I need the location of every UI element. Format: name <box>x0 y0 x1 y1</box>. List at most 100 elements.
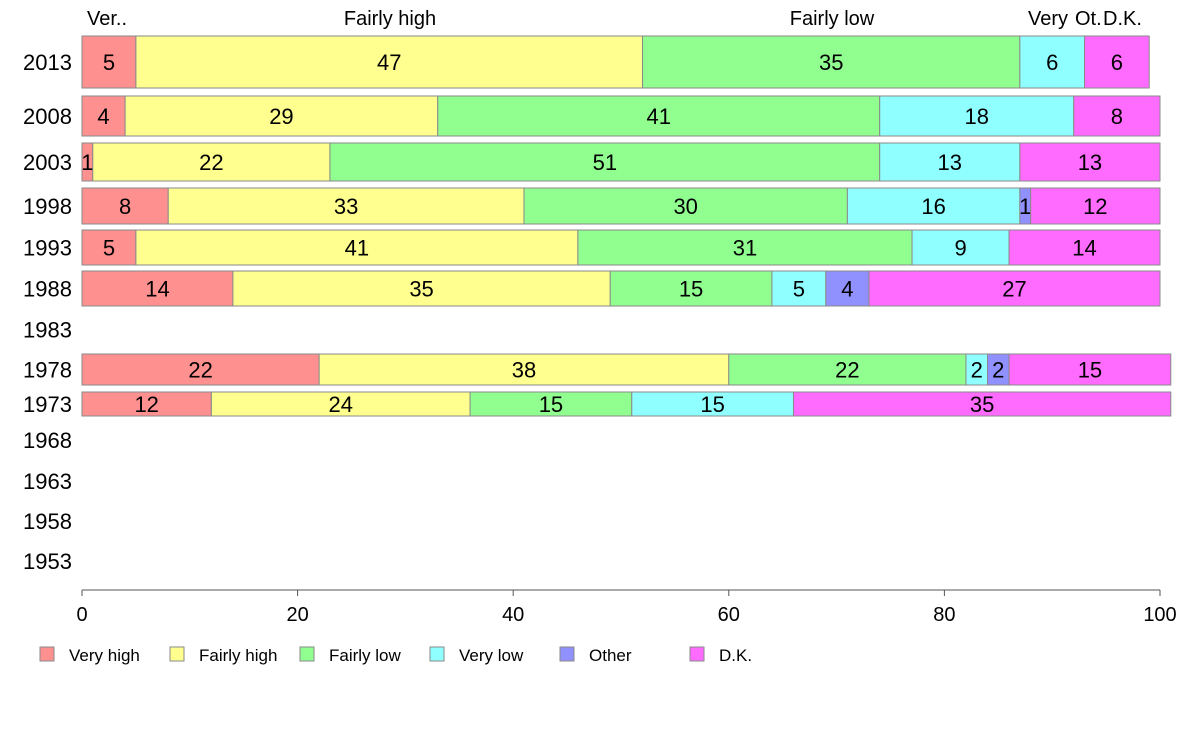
legend-label: D.K. <box>719 646 752 665</box>
legend-item: Very high <box>39 646 140 665</box>
data-label: 2 <box>971 358 983 383</box>
x-tick-label: 40 <box>502 604 524 626</box>
bar-segment <box>81 187 169 225</box>
data-label: 13 <box>938 150 962 175</box>
legend-swatch <box>39 646 55 662</box>
x-tick-label: 60 <box>718 604 740 626</box>
legend-label: Fairly low <box>329 646 402 665</box>
bar-segment <box>1019 142 1161 182</box>
bar-segment <box>728 353 967 386</box>
data-label: 38 <box>512 358 536 383</box>
y-tick-label: 1978 <box>23 358 72 383</box>
top-label: Fairly low <box>790 8 875 30</box>
y-tick-label: 2013 <box>23 50 72 75</box>
bar-segment <box>577 229 913 266</box>
bar-segment <box>1084 35 1150 89</box>
data-label: 8 <box>1111 104 1123 129</box>
data-label: 5 <box>103 236 115 261</box>
y-tick-label: 1958 <box>23 509 72 534</box>
bar-segment <box>846 187 1021 225</box>
bar-segment <box>81 95 126 137</box>
bar-segment <box>825 270 870 307</box>
data-label: 13 <box>1078 150 1102 175</box>
bars: 5 47 35 6 64 29 41 18 81 22 51 13 138 33 30 16 1 125 41 31 9… <box>81 35 1172 417</box>
top-label: Ot. <box>1075 8 1102 30</box>
legend-label: Very low <box>459 646 524 665</box>
data-label: 31 <box>733 236 757 261</box>
bar-segment <box>92 142 331 182</box>
bar-segment <box>81 391 212 417</box>
y-tick-label: 2003 <box>23 150 72 175</box>
legend-item: Fairly low <box>299 646 402 665</box>
data-label: 22 <box>835 358 859 383</box>
data-label: 15 <box>1078 358 1102 383</box>
data-label: 5 <box>103 50 115 75</box>
y-tick-label: 1993 <box>23 236 72 261</box>
data-label: 22 <box>188 358 212 383</box>
x-tick-label: 80 <box>933 604 955 626</box>
top-label: Fairly high <box>344 8 436 30</box>
bar-segment <box>631 391 794 417</box>
bar-segment <box>124 95 439 137</box>
bar-segment <box>135 35 644 89</box>
data-label: 41 <box>646 104 670 129</box>
y-tick-label: 1963 <box>23 469 72 494</box>
data-label: 15 <box>539 392 563 417</box>
data-label: 35 <box>819 50 843 75</box>
data-label: 22 <box>199 150 223 175</box>
data-label: 1 <box>81 150 93 175</box>
data-label: 41 <box>345 236 369 261</box>
data-label: 18 <box>964 104 988 129</box>
data-label: 9 <box>954 236 966 261</box>
legend-label: Other <box>589 646 632 665</box>
data-label: 5 <box>793 277 805 302</box>
legend: Very high Fairly high Fairly low Very low Ot… <box>39 646 752 665</box>
data-label: 12 <box>134 392 158 417</box>
data-label: 4 <box>841 277 853 302</box>
bar-segment <box>469 391 633 417</box>
data-label: 47 <box>377 50 401 75</box>
bar-segment <box>911 229 1010 266</box>
data-label: 27 <box>1002 277 1026 302</box>
bar-segment <box>642 35 1021 89</box>
legend-item: Other <box>559 646 632 665</box>
bar-segment <box>81 35 137 89</box>
y-tick-label: 2008 <box>23 104 72 129</box>
legend-label: Very high <box>69 646 140 665</box>
legend-swatch <box>559 646 575 662</box>
data-label: 6 <box>1046 50 1058 75</box>
y-axis-labels: 2013 2008 2003 1998 1993 1988 1983 1978 1973 1968… <box>23 50 72 574</box>
y-tick-label: 1988 <box>23 277 72 302</box>
data-label: 24 <box>328 392 352 417</box>
y-tick-label: 1983 <box>23 318 72 343</box>
bar-segment <box>879 95 1075 137</box>
x-tick-label: 20 <box>286 604 308 626</box>
data-label: 51 <box>593 150 617 175</box>
data-label: 16 <box>921 194 945 219</box>
data-label: 14 <box>1072 236 1096 261</box>
legend-item: Fairly high <box>169 646 277 665</box>
legend-swatch <box>299 646 315 662</box>
bar-segment <box>318 353 730 386</box>
top-labels: Ver.. Fairly high Fairly low Very Ot. D.K. <box>87 8 1142 30</box>
y-tick-label: 1953 <box>23 549 72 574</box>
top-label: Very <box>1028 8 1068 30</box>
legend-item: D.K. <box>689 646 752 665</box>
data-label: 12 <box>1083 194 1107 219</box>
data-label: 29 <box>269 104 293 129</box>
y-tick-label: 1973 <box>23 392 72 417</box>
bar-segment <box>1008 353 1172 386</box>
legend-swatch <box>169 646 185 662</box>
data-label: 2 <box>992 358 1004 383</box>
y-tick-label: 1968 <box>23 428 72 453</box>
bar-segment <box>81 229 137 266</box>
bar-segment <box>868 270 1161 307</box>
bar-segment <box>437 95 881 137</box>
legend-swatch <box>689 646 705 662</box>
bar-segment <box>81 353 320 386</box>
x-axis: 0 20 40 60 80 100 <box>76 589 1177 626</box>
bar-segment <box>879 142 1021 182</box>
top-label: Ver.. <box>87 8 127 30</box>
bar-segment <box>329 142 881 182</box>
legend-swatch <box>429 646 445 662</box>
